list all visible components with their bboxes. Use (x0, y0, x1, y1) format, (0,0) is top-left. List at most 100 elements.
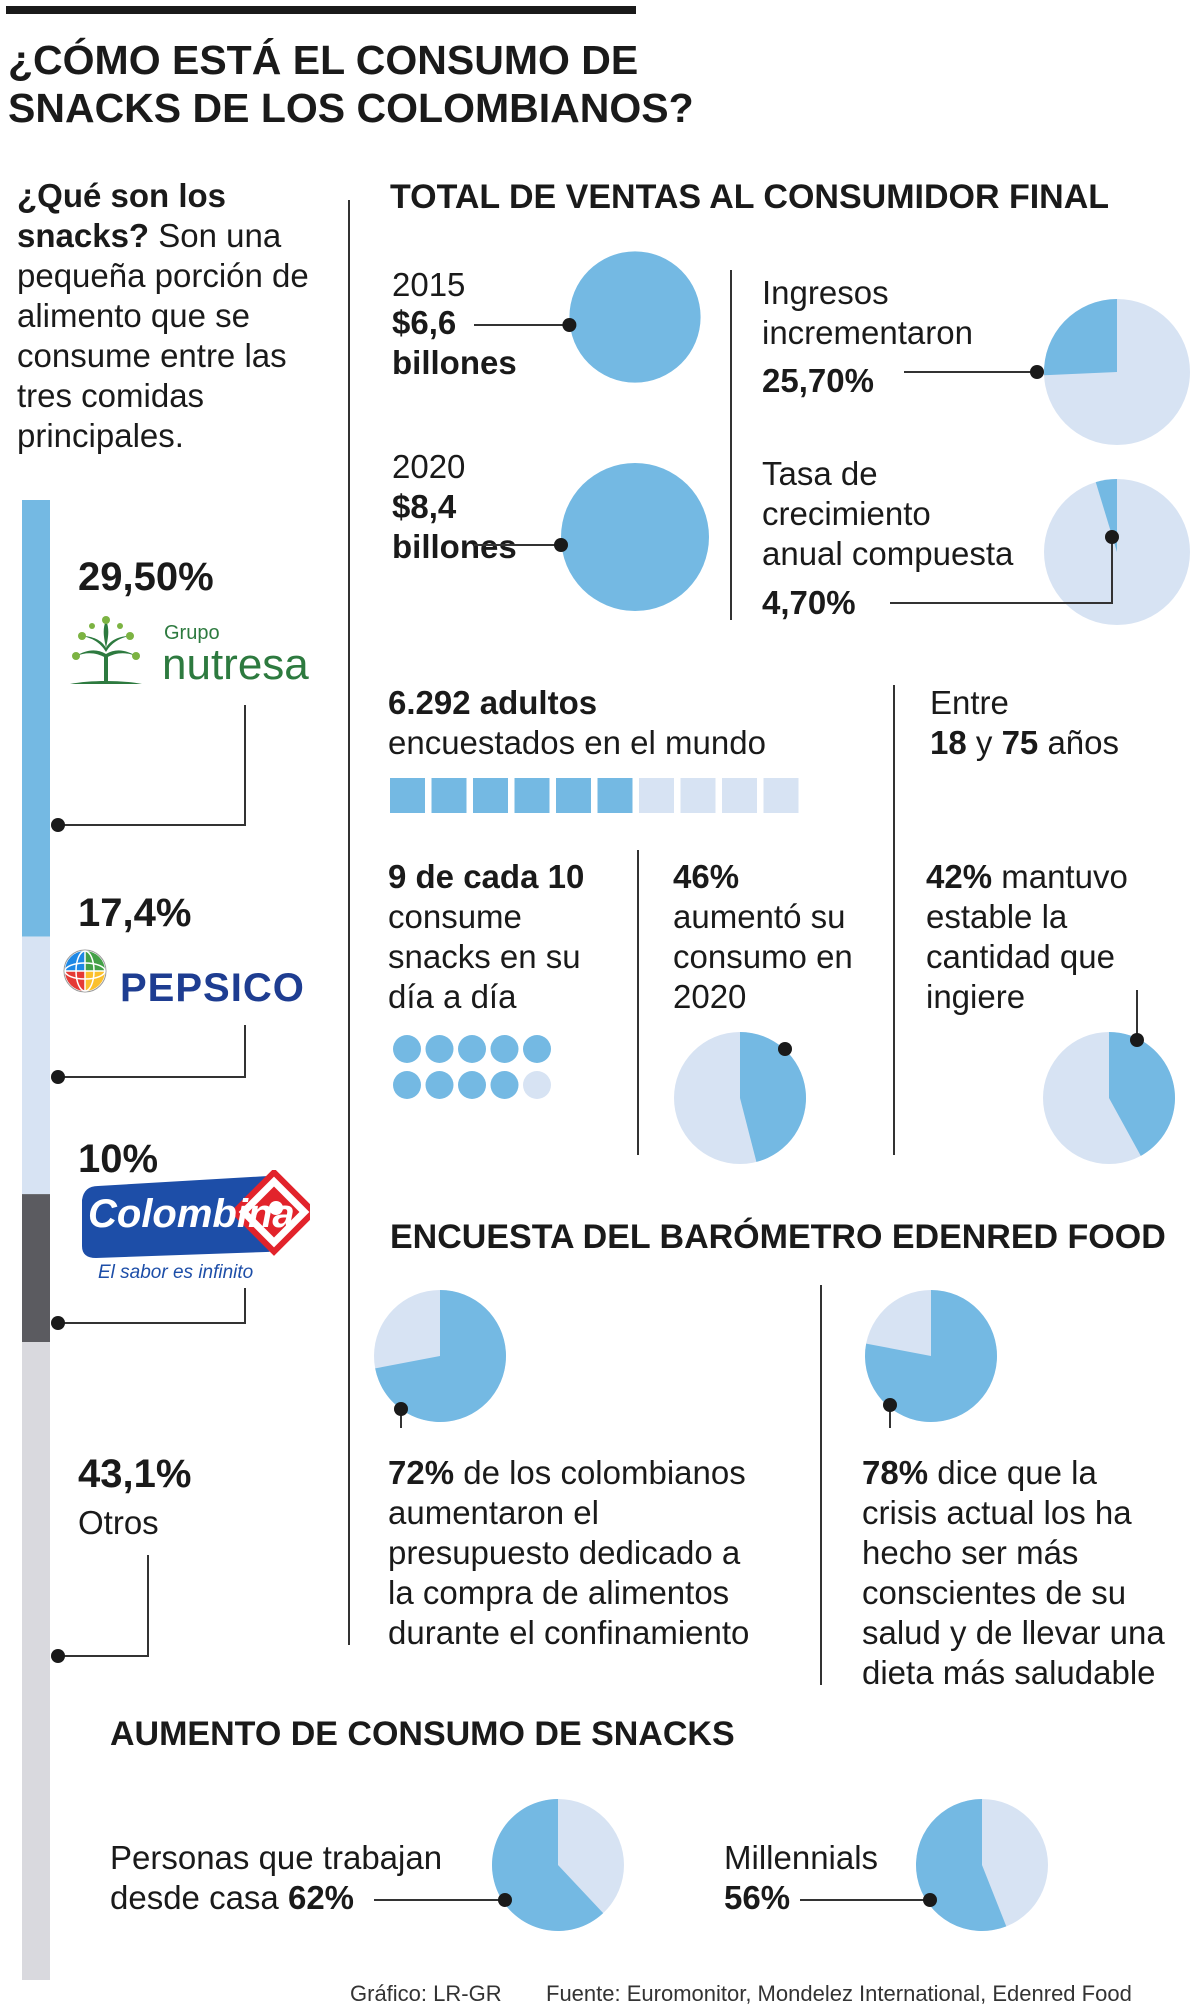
colombina-logo-text: Colombina (88, 1192, 295, 1236)
sales-2020-year: 2020 (392, 448, 466, 485)
share-leader-dot-3 (51, 1649, 65, 1663)
age-from: 18 (930, 724, 967, 761)
adults-text: encuestados en el mundo (388, 724, 766, 761)
share-leader-line-1 (58, 1025, 246, 1078)
nine-line-2: snacks en su (388, 938, 581, 975)
nine-line-1: consume (388, 898, 522, 935)
sales-2015-value: $6,6 (392, 304, 457, 341)
home-line-2: desde casa 62% (110, 1878, 354, 1918)
share-leader-dot-1 (51, 1070, 65, 1084)
main-divider (348, 200, 350, 1645)
edenred-right-line-2: hecho ser más (862, 1534, 1079, 1571)
pepsico-share-label: 17,4% (78, 891, 192, 935)
edenred-left-line-1: aumentaron el (388, 1494, 599, 1531)
colombina-badge (82, 1170, 310, 1258)
increase-divider (637, 850, 639, 1155)
share-segment-2 (22, 1194, 50, 1343)
page-title: ¿CÓMO ESTÁ EL CONSUMO DE SNACKS DE LOS C… (8, 36, 694, 132)
intro-text: ¿Qué son los snacks? Son una pequeña por… (17, 176, 317, 456)
stable-pct: 42% (926, 858, 993, 895)
edenred-left-line-0: 72% de los colombianos (388, 1453, 746, 1493)
sales-2020-value: $8,4 (392, 488, 457, 525)
stable-line-3: ingiere (926, 978, 1026, 1015)
market-share-bar (22, 500, 50, 1980)
increased-pct: 46% (673, 858, 740, 895)
sales-2015-unit: billones (392, 344, 517, 381)
pepsico-logo: PEPSICO (62, 948, 334, 1020)
market-share-leaders (51, 705, 246, 1663)
increased-line-1: aumentó su (673, 898, 846, 935)
age-end: años (1038, 724, 1120, 761)
nutresa-logo-big: nutresa (162, 640, 309, 689)
share-leader-dot-0 (51, 818, 65, 832)
edenred-right-line-3: conscientes de su (862, 1574, 1127, 1611)
edenred-heading: ENCUESTA DEL BARÓMETRO EDENRED FOOD (390, 1218, 1166, 1256)
home-line-1: Personas que trabajan (110, 1839, 443, 1876)
edenred-right-line-1: crisis actual los ha (862, 1494, 1132, 1531)
footer-credit: Gráfico: LR-GR (350, 1981, 502, 2006)
colombina-tagline: El sabor es infinito (98, 1262, 254, 1283)
share-leader-dot-2 (51, 1316, 65, 1330)
intro-body: Son una pequeña porción de alimento que … (17, 217, 309, 454)
edenred-left-pct: 72% (388, 1454, 455, 1491)
age-line-2: 18 y 75 años (930, 723, 1119, 763)
nutresa-logo: Grupo nutresa (66, 612, 326, 692)
share-segment-1 (22, 936, 50, 1195)
cagr-line-1: Tasa de (762, 455, 878, 492)
title-line-1: ¿CÓMO ESTÁ EL CONSUMO DE (8, 37, 639, 83)
share-segment-0 (22, 500, 50, 937)
edenred-left-line-4: durante el confinamiento (388, 1614, 750, 1651)
sales-2020-unit: billones (392, 528, 517, 565)
cagr-line-2: crecimiento (762, 495, 931, 532)
otros-share-label: 43,1% (78, 1452, 192, 1496)
edenred-right-after: dice que la (928, 1454, 1097, 1491)
stable-line-2: cantidad que (926, 938, 1115, 975)
edenred-right-line-5: dieta más saludable (862, 1654, 1156, 1691)
income-line-2: incrementaron (762, 314, 973, 351)
age-line-1: Entre (930, 684, 1009, 721)
edenred-right-line-0: 78% dice que la (862, 1453, 1097, 1493)
top-rule (6, 6, 636, 14)
sales-heading: TOTAL DE VENTAS AL CONSUMIDOR FINAL (390, 178, 1110, 216)
intro-bold: ¿Qué son los snacks? (17, 177, 227, 254)
millennials-pct: 56% (724, 1879, 791, 1916)
nine-of-ten: 9 de cada 10 (388, 858, 585, 895)
cagr-line-3: anual compuesta (762, 535, 1014, 572)
age-divider (893, 685, 895, 1155)
income-value: 25,70% (762, 362, 874, 399)
edenred-right-line-4: salud y de llevar una (862, 1614, 1165, 1651)
edenred-right-pct: 78% (862, 1454, 929, 1491)
share-leader-line-3 (58, 1555, 149, 1657)
increased-line-2: consumo en (673, 938, 853, 975)
share-leader-line-2 (58, 1288, 246, 1324)
pepsico-logo-text: PEPSICO (120, 966, 305, 1010)
globe-icon (63, 949, 107, 993)
colombina-share-label: 10% (78, 1137, 159, 1181)
sales-2015-year: 2015 (392, 266, 466, 303)
nutresa-share-label: 29,50% (78, 555, 214, 599)
edenred-divider (820, 1285, 822, 1685)
nine-line-3: día a día (388, 978, 517, 1015)
income-line-1: Ingresos (762, 274, 889, 311)
stable-line-0: 42% mantuvo (926, 857, 1128, 897)
stable-after: mantuvo (992, 858, 1128, 895)
age-mid: y (966, 724, 1002, 761)
age-to: 75 (1001, 724, 1039, 761)
otros-name: Otros (78, 1504, 159, 1541)
cagr-value: 4,70% (762, 584, 856, 621)
share-segment-3 (22, 1342, 50, 1980)
colombina-logo: Colombina El sabor es infinito (78, 1170, 310, 1290)
stable-line-1: estable la (926, 898, 1068, 935)
home-pct: 62% (287, 1879, 355, 1916)
share-leader-line-0 (58, 705, 246, 826)
tree-icon (70, 616, 142, 684)
home-text: desde casa (110, 1879, 288, 1916)
increase-heading: AUMENTO DE CONSUMO DE SNACKS (110, 1715, 735, 1753)
adults-count: 6.292 adultos (388, 684, 598, 721)
edenred-left-after: de los colombianos (454, 1454, 746, 1491)
millennials-label: Millennials (724, 1839, 879, 1876)
sales-divider (730, 270, 732, 620)
edenred-left-line-3: la compra de alimentos (388, 1574, 730, 1611)
nutresa-logo-small: Grupo (164, 622, 220, 644)
